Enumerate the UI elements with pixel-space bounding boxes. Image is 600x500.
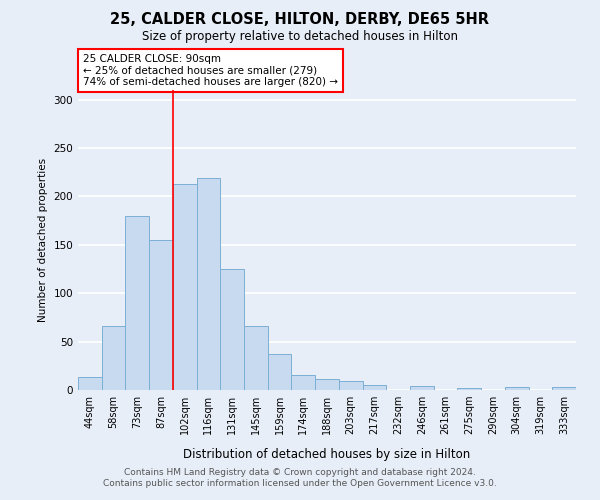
X-axis label: Distribution of detached houses by size in Hilton: Distribution of detached houses by size … [184, 448, 470, 461]
Bar [315, 380, 339, 390]
Bar [410, 386, 434, 390]
Bar [552, 387, 576, 390]
Text: Contains HM Land Registry data © Crown copyright and database right 2024.
Contai: Contains HM Land Registry data © Crown c… [103, 468, 497, 487]
Y-axis label: Number of detached properties: Number of detached properties [38, 158, 48, 322]
Bar [457, 388, 481, 390]
Bar [149, 240, 173, 390]
Bar [244, 326, 268, 390]
Bar [268, 354, 292, 390]
Text: 25, CALDER CLOSE, HILTON, DERBY, DE65 5HR: 25, CALDER CLOSE, HILTON, DERBY, DE65 5H… [110, 12, 490, 28]
Text: Size of property relative to detached houses in Hilton: Size of property relative to detached ho… [142, 30, 458, 43]
Bar [505, 387, 529, 390]
Bar [220, 269, 244, 390]
Bar [125, 216, 149, 390]
Bar [197, 178, 220, 390]
Bar [102, 326, 125, 390]
Bar [173, 184, 197, 390]
Text: 25 CALDER CLOSE: 90sqm
← 25% of detached houses are smaller (279)
74% of semi-de: 25 CALDER CLOSE: 90sqm ← 25% of detached… [83, 54, 338, 87]
Bar [78, 378, 102, 390]
Bar [339, 382, 362, 390]
Bar [362, 385, 386, 390]
Bar [292, 376, 315, 390]
